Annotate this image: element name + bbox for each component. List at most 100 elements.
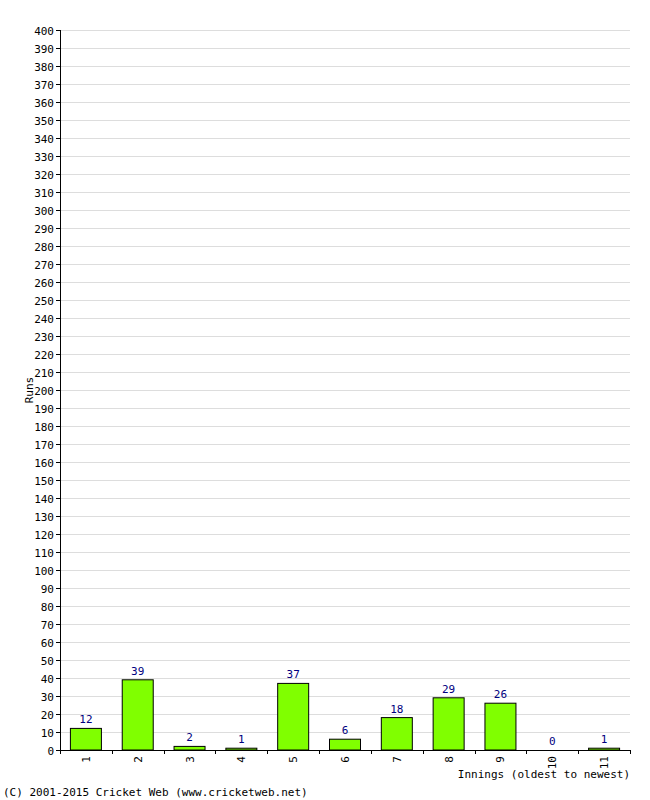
grid-line bbox=[60, 300, 630, 301]
y-axis bbox=[60, 30, 61, 750]
y-tick bbox=[56, 228, 60, 229]
y-tick bbox=[56, 354, 60, 355]
data-label: 26 bbox=[494, 688, 507, 701]
x-tick bbox=[630, 750, 631, 754]
y-tick-label: 0 bbox=[47, 745, 54, 758]
grid-line bbox=[60, 516, 630, 517]
bar bbox=[381, 718, 412, 750]
x-tick bbox=[578, 750, 579, 754]
y-tick-label: 340 bbox=[34, 133, 54, 146]
y-tick bbox=[56, 390, 60, 391]
grid-line bbox=[60, 48, 630, 49]
y-tick bbox=[56, 498, 60, 499]
grid-line bbox=[60, 624, 630, 625]
x-tick-label: 3 bbox=[184, 756, 197, 763]
y-tick-label: 360 bbox=[34, 97, 54, 110]
grid-line bbox=[60, 570, 630, 571]
y-tick bbox=[56, 408, 60, 409]
y-tick bbox=[56, 318, 60, 319]
grid-line bbox=[60, 102, 630, 103]
y-tick-label: 280 bbox=[34, 241, 54, 254]
y-tick bbox=[56, 714, 60, 715]
data-label: 39 bbox=[131, 665, 144, 678]
y-tick bbox=[56, 48, 60, 49]
grid-line bbox=[60, 534, 630, 535]
grid-line bbox=[60, 750, 630, 751]
grid-line bbox=[60, 462, 630, 463]
grid-line bbox=[60, 408, 630, 409]
y-tick bbox=[56, 732, 60, 733]
grid-line bbox=[60, 588, 630, 589]
y-tick-label: 60 bbox=[41, 637, 54, 650]
y-tick bbox=[56, 66, 60, 67]
y-tick-label: 260 bbox=[34, 277, 54, 290]
y-tick-label: 270 bbox=[34, 259, 54, 272]
y-tick-label: 50 bbox=[41, 655, 54, 668]
x-tick bbox=[267, 750, 268, 754]
y-tick bbox=[56, 246, 60, 247]
data-label: 0 bbox=[549, 735, 556, 748]
y-tick bbox=[56, 588, 60, 589]
grid-line bbox=[60, 660, 630, 661]
x-axis-label: Innings (oldest to newest) bbox=[458, 768, 630, 781]
data-label: 18 bbox=[390, 703, 403, 716]
footer: (C) 2001-2015 Cricket Web (www.cricketwe… bbox=[3, 786, 308, 799]
grid-line bbox=[60, 84, 630, 85]
grid-line bbox=[60, 444, 630, 445]
bar bbox=[70, 728, 101, 750]
grid-line bbox=[60, 678, 630, 679]
y-tick bbox=[56, 462, 60, 463]
grid-line bbox=[60, 498, 630, 499]
y-tick bbox=[56, 372, 60, 373]
grid-line bbox=[60, 426, 630, 427]
y-tick-label: 80 bbox=[41, 601, 54, 614]
background bbox=[0, 0, 650, 800]
y-tick-label: 300 bbox=[34, 205, 54, 218]
grid-line bbox=[60, 210, 630, 211]
y-tick-label: 290 bbox=[34, 223, 54, 236]
bar bbox=[433, 698, 464, 750]
grid-line bbox=[60, 192, 630, 193]
data-label: 37 bbox=[287, 668, 300, 681]
y-tick-label: 70 bbox=[41, 619, 54, 632]
y-tick-label: 310 bbox=[34, 187, 54, 200]
grid-line bbox=[60, 336, 630, 337]
y-tick-label: 400 bbox=[34, 25, 54, 38]
y-tick bbox=[56, 120, 60, 121]
x-tick-label: 7 bbox=[391, 756, 404, 763]
y-tick-label: 200 bbox=[34, 385, 54, 398]
y-tick bbox=[56, 282, 60, 283]
y-tick-label: 110 bbox=[34, 547, 54, 560]
x-tick bbox=[164, 750, 165, 754]
y-tick-label: 240 bbox=[34, 313, 54, 326]
y-tick-label: 40 bbox=[41, 673, 54, 686]
y-tick bbox=[56, 660, 60, 661]
x-tick-label: 1 bbox=[80, 756, 93, 763]
data-label: 1 bbox=[601, 733, 608, 746]
y-tick bbox=[56, 30, 60, 31]
y-tick bbox=[56, 696, 60, 697]
y-tick bbox=[56, 192, 60, 193]
grid-line bbox=[60, 552, 630, 553]
grid-line bbox=[60, 66, 630, 67]
y-tick-label: 350 bbox=[34, 115, 54, 128]
y-tick-label: 140 bbox=[34, 493, 54, 506]
y-tick-label: 230 bbox=[34, 331, 54, 344]
x-axis bbox=[60, 750, 630, 751]
y-tick-label: 130 bbox=[34, 511, 54, 524]
chart-root: 0102030405060708090100110120130140150160… bbox=[0, 0, 650, 800]
grid-line bbox=[60, 228, 630, 229]
y-tick-label: 190 bbox=[34, 403, 54, 416]
y-tick-label: 330 bbox=[34, 151, 54, 164]
y-tick-label: 100 bbox=[34, 565, 54, 578]
y-axis-label: Runs bbox=[23, 377, 36, 404]
y-tick-label: 370 bbox=[34, 79, 54, 92]
grid-line bbox=[60, 372, 630, 373]
x-tick bbox=[423, 750, 424, 754]
bar bbox=[174, 746, 205, 750]
y-tick bbox=[56, 678, 60, 679]
bar bbox=[330, 739, 361, 750]
data-label: 6 bbox=[342, 724, 349, 737]
y-tick-label: 20 bbox=[41, 709, 54, 722]
bar bbox=[278, 683, 309, 750]
